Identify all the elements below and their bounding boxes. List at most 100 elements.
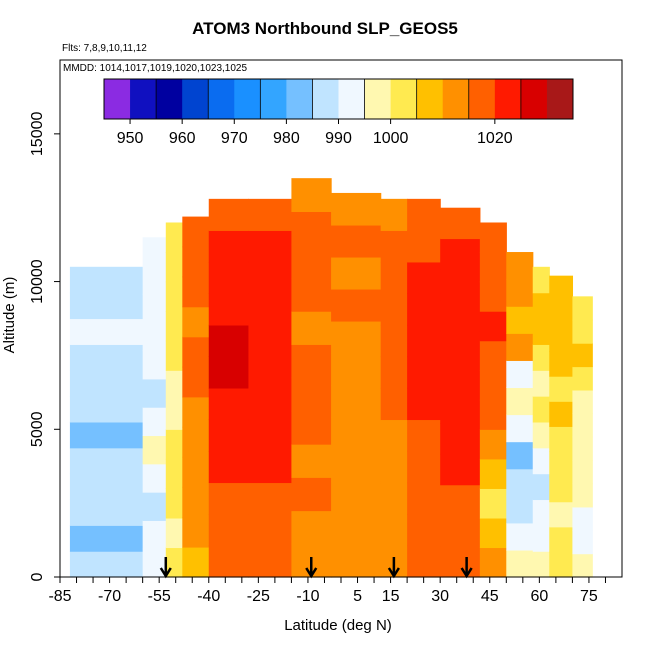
heatmap-cell <box>532 266 550 294</box>
heatmap-cell <box>572 553 593 578</box>
colorbar-swatch <box>468 79 496 119</box>
heatmap-cell <box>532 447 550 475</box>
heatmap-cell <box>440 392 481 424</box>
heatmap-cell <box>479 311 507 342</box>
heatmap-cell <box>165 311 183 342</box>
colorbar-swatch <box>104 79 131 119</box>
heatmap-cell <box>506 549 534 578</box>
heatmap-cell <box>380 198 408 231</box>
heatmap-cell <box>291 211 332 246</box>
heatmap-cell <box>479 370 507 401</box>
heatmap-cell <box>165 458 183 489</box>
heatmap-cell <box>182 216 210 248</box>
x-tick-label: 45 <box>481 588 499 605</box>
heatmap-cell <box>506 252 534 280</box>
heatmap-cell <box>407 545 441 578</box>
x-tick-label: 60 <box>530 588 548 605</box>
y-tick-label: 0 <box>29 572 46 581</box>
heatmap-cell <box>331 288 382 322</box>
heatmap-cell <box>506 306 534 334</box>
heatmap-cell <box>248 545 293 578</box>
heatmap-cell <box>291 444 332 478</box>
colorbar-swatch <box>338 79 366 119</box>
heatmap-cell <box>291 244 332 279</box>
heatmap-cell <box>407 198 441 231</box>
heatmap-cell <box>572 436 593 461</box>
heatmap-cell <box>142 293 167 323</box>
heatmap-cell <box>165 517 183 549</box>
heatmap-cell <box>440 546 481 578</box>
x-tick-label: 30 <box>431 588 449 605</box>
heatmap-cell <box>532 525 550 552</box>
heatmap-cell <box>506 414 534 443</box>
heatmap-cell <box>380 230 408 263</box>
heatmap-cell <box>572 530 593 555</box>
colorbar-tick-label: 980 <box>273 130 300 147</box>
heatmap-cell <box>248 198 293 231</box>
heatmap-cell <box>331 352 382 386</box>
heatmap-cell <box>291 410 332 445</box>
heatmap-cell <box>69 344 144 371</box>
heatmap-cell <box>440 515 481 547</box>
colorbar-tick-label: 990 <box>325 130 352 147</box>
x-axis: -85 -70 -55 -40 -25 -10 5 15 30 45 60 75 <box>48 577 606 605</box>
heatmap-cell <box>479 399 507 430</box>
heatmap-cell <box>165 340 183 371</box>
heatmap-cell <box>142 350 167 380</box>
heatmap-cell <box>549 526 574 553</box>
heatmap-cell <box>572 389 593 414</box>
heatmap-cell <box>182 486 210 518</box>
arrow-head <box>460 567 473 579</box>
heatmap-cell <box>380 356 408 389</box>
heatmap-cell <box>440 207 481 240</box>
heatmap-cell <box>182 366 210 398</box>
heatmap-cell <box>572 343 593 368</box>
x-tick-label: 5 <box>353 588 362 605</box>
x-tick-label: -25 <box>247 588 270 605</box>
heatmap-cell <box>407 293 441 326</box>
heatmap-cell <box>248 482 293 515</box>
heatmap-cell <box>532 318 550 345</box>
x-tick-label: 75 <box>580 588 598 605</box>
heatmap-cell <box>208 419 250 452</box>
heatmap-cell <box>331 416 382 450</box>
heatmap-cell <box>182 426 210 458</box>
x-tick-label: -85 <box>48 588 71 605</box>
heatmap-cell <box>208 261 250 294</box>
heatmap-cell <box>248 293 293 326</box>
heatmap-cell <box>549 300 574 327</box>
heatmap-cell <box>479 281 507 312</box>
colorbar-swatch <box>286 79 313 119</box>
heatmap-cell <box>572 460 593 485</box>
heatmap-cell <box>208 545 250 578</box>
heatmap-cell <box>532 370 550 397</box>
x-axis-label: Latitude (deg N) <box>284 617 392 634</box>
heatmap-cell <box>549 275 574 302</box>
heatmap-cell <box>291 344 332 379</box>
heatmap-cell <box>165 281 183 312</box>
heatmap-cell <box>208 513 250 547</box>
heatmap-cell <box>165 399 183 430</box>
flight-arrows <box>159 557 473 579</box>
heatmap-cell <box>407 513 441 547</box>
heatmap-cell <box>69 525 144 552</box>
heatmap-cell <box>208 450 250 484</box>
heatmap-cell <box>331 480 382 514</box>
heatmap-cell <box>69 551 144 578</box>
heatmap-cell <box>549 551 574 578</box>
heatmap-cell <box>549 501 574 528</box>
heatmap-cell <box>572 506 593 531</box>
heatmap-cell <box>506 360 534 389</box>
heatmap-cell <box>142 520 167 550</box>
colorbar-swatch <box>182 79 209 119</box>
heatmap-cell <box>208 356 250 389</box>
heatmap-cell <box>331 320 382 354</box>
heatmap-cell <box>549 351 574 377</box>
heatmap-cell <box>506 333 534 361</box>
heatmap-cell <box>165 488 183 519</box>
colorbar <box>103 78 574 120</box>
y-axis: 0 5000 10000 15000 <box>29 112 60 581</box>
heatmap-cell <box>208 230 250 263</box>
heatmap-cell <box>479 488 507 519</box>
